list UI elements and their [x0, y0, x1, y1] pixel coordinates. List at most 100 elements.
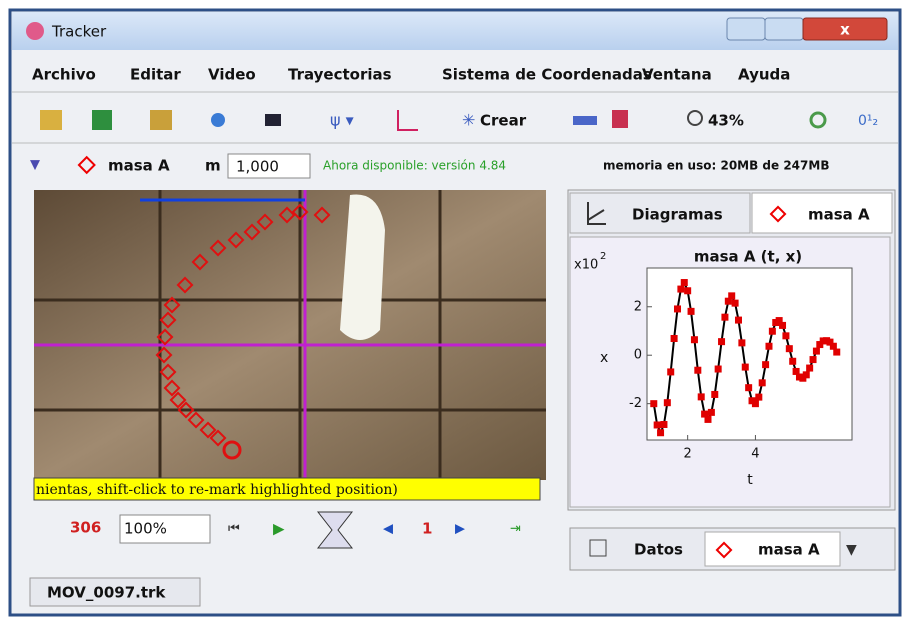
- mass-field[interactable]: [227, 153, 311, 179]
- data-tab-label[interactable]: Datos: [634, 541, 683, 559]
- data-track-tab[interactable]: [704, 531, 841, 567]
- filter-icon[interactable]: [612, 110, 628, 128]
- menu-item[interactable]: Ayuda: [738, 66, 790, 84]
- data-point: [738, 339, 746, 347]
- create-button[interactable]: Crear: [480, 112, 527, 130]
- clip-icon[interactable]: [265, 114, 281, 126]
- axes-icon[interactable]: [397, 110, 418, 131]
- data-point: [660, 420, 668, 428]
- track-menu-arrow[interactable]: ▼: [30, 158, 40, 173]
- menu-item[interactable]: Ventana: [642, 66, 712, 84]
- import-icon[interactable]: [150, 110, 172, 130]
- data-point: [670, 334, 678, 342]
- trajectory-point: [159, 363, 177, 381]
- trajectory-point: [227, 231, 245, 249]
- track-name[interactable]: masa A: [108, 157, 170, 175]
- data-point: [809, 356, 817, 364]
- dropdown-arrow[interactable]: ▼: [846, 542, 857, 558]
- data-point: [677, 285, 685, 293]
- y-tick-label: 0: [634, 348, 642, 363]
- update-notice[interactable]: Ahora disponible: versión 4.84: [323, 159, 506, 173]
- data-point: [812, 347, 820, 355]
- track-tab-label[interactable]: masa A: [808, 206, 870, 224]
- trajectory: [155, 203, 331, 447]
- open-icon[interactable]: [40, 110, 62, 130]
- step-size[interactable]: 1: [422, 520, 432, 538]
- app-icon: [26, 22, 44, 40]
- trajectory-point: [199, 421, 217, 439]
- data-point: [657, 429, 665, 437]
- close-button[interactable]: [802, 17, 888, 41]
- data-point: [806, 364, 814, 372]
- data-point: [833, 348, 841, 356]
- data-point: [673, 305, 681, 313]
- data-track-label[interactable]: masa A: [758, 541, 820, 559]
- export-icon[interactable]: [211, 113, 225, 127]
- memory-usage: memoria en uso: 20MB de 247MB: [603, 159, 829, 173]
- trajectory-point: [155, 346, 173, 364]
- trajectory-point: [177, 401, 195, 419]
- data-point: [779, 321, 787, 329]
- save-icon[interactable]: [92, 110, 112, 130]
- create-icon[interactable]: ✳: [462, 111, 475, 130]
- menu-item[interactable]: Sistema de Coordenadas: [442, 66, 652, 84]
- file-tab[interactable]: [29, 577, 201, 607]
- data-point: [731, 299, 739, 307]
- data-point: [802, 371, 810, 379]
- status-text: nientas, shift-click to re-mark highligh…: [36, 482, 398, 498]
- object: [340, 194, 385, 340]
- rate-field[interactable]: [119, 514, 211, 544]
- trajectory-point: [159, 311, 177, 329]
- zoom-level[interactable]: 43%: [708, 112, 744, 130]
- toolbar: ψ ▾ ✳ Crear 43% 0¹₂: [40, 110, 878, 131]
- ruler-icon[interactable]: [573, 116, 597, 125]
- play-button[interactable]: ▶: [273, 520, 285, 538]
- loop-button[interactable]: [316, 511, 354, 549]
- trajectory-point: [187, 411, 205, 429]
- player-bar: 306 100% ⏮ ▶ ◀ 1 ▶ ⇥: [70, 511, 521, 549]
- units-icon[interactable]: 0¹₂: [858, 113, 878, 129]
- menu-item[interactable]: Archivo: [32, 66, 96, 84]
- calibration-icon[interactable]: ψ ▾: [330, 111, 354, 130]
- plot-title: masa A (t, x): [694, 248, 802, 266]
- step-back-button[interactable]: ◀: [383, 522, 393, 537]
- window-title: Tracker: [51, 23, 107, 41]
- data-point: [755, 393, 763, 401]
- data-point: [667, 368, 675, 376]
- data-point: [704, 415, 712, 423]
- mass-label: m: [205, 157, 221, 175]
- step-forward-button[interactable]: ▶: [455, 522, 465, 537]
- status-bar: [33, 477, 541, 501]
- table-icon: [589, 539, 607, 557]
- x-axis-label: t: [747, 472, 753, 488]
- rate-value[interactable]: 100%: [124, 520, 167, 538]
- maximize-button[interactable]: [764, 17, 804, 41]
- end-button[interactable]: ⇥: [510, 522, 521, 537]
- data-point: [701, 410, 709, 418]
- data-point: [714, 365, 722, 373]
- trajectory-point: [278, 206, 296, 224]
- data-point: [707, 408, 715, 416]
- plot-tab-label[interactable]: Diagramas: [632, 206, 723, 224]
- track-tab[interactable]: [751, 192, 893, 234]
- y-axis-label: x: [600, 350, 608, 366]
- trajectory-point: [169, 391, 187, 409]
- trajectory-point: [243, 223, 261, 241]
- menu-item[interactable]: Editar: [130, 66, 181, 84]
- y-multiplier: x10: [574, 258, 598, 273]
- y-tick-label: -2: [629, 396, 642, 411]
- video-panel: nientas, shift-click to re-mark highligh…: [33, 190, 546, 501]
- refresh-icon[interactable]: [809, 111, 827, 129]
- trajectory-point: [209, 429, 227, 447]
- data-point: [816, 341, 824, 349]
- mass-value[interactable]: 1,000: [236, 158, 279, 176]
- file-tab-label[interactable]: MOV_0097.trk: [47, 584, 166, 602]
- first-frame-button[interactable]: ⏮: [228, 522, 240, 537]
- minimize-button[interactable]: [726, 17, 766, 41]
- zoom-icon[interactable]: [687, 110, 703, 126]
- menu-item[interactable]: Trayectorias: [288, 66, 392, 84]
- data-point: [775, 317, 783, 325]
- menu-item[interactable]: Video: [208, 66, 256, 84]
